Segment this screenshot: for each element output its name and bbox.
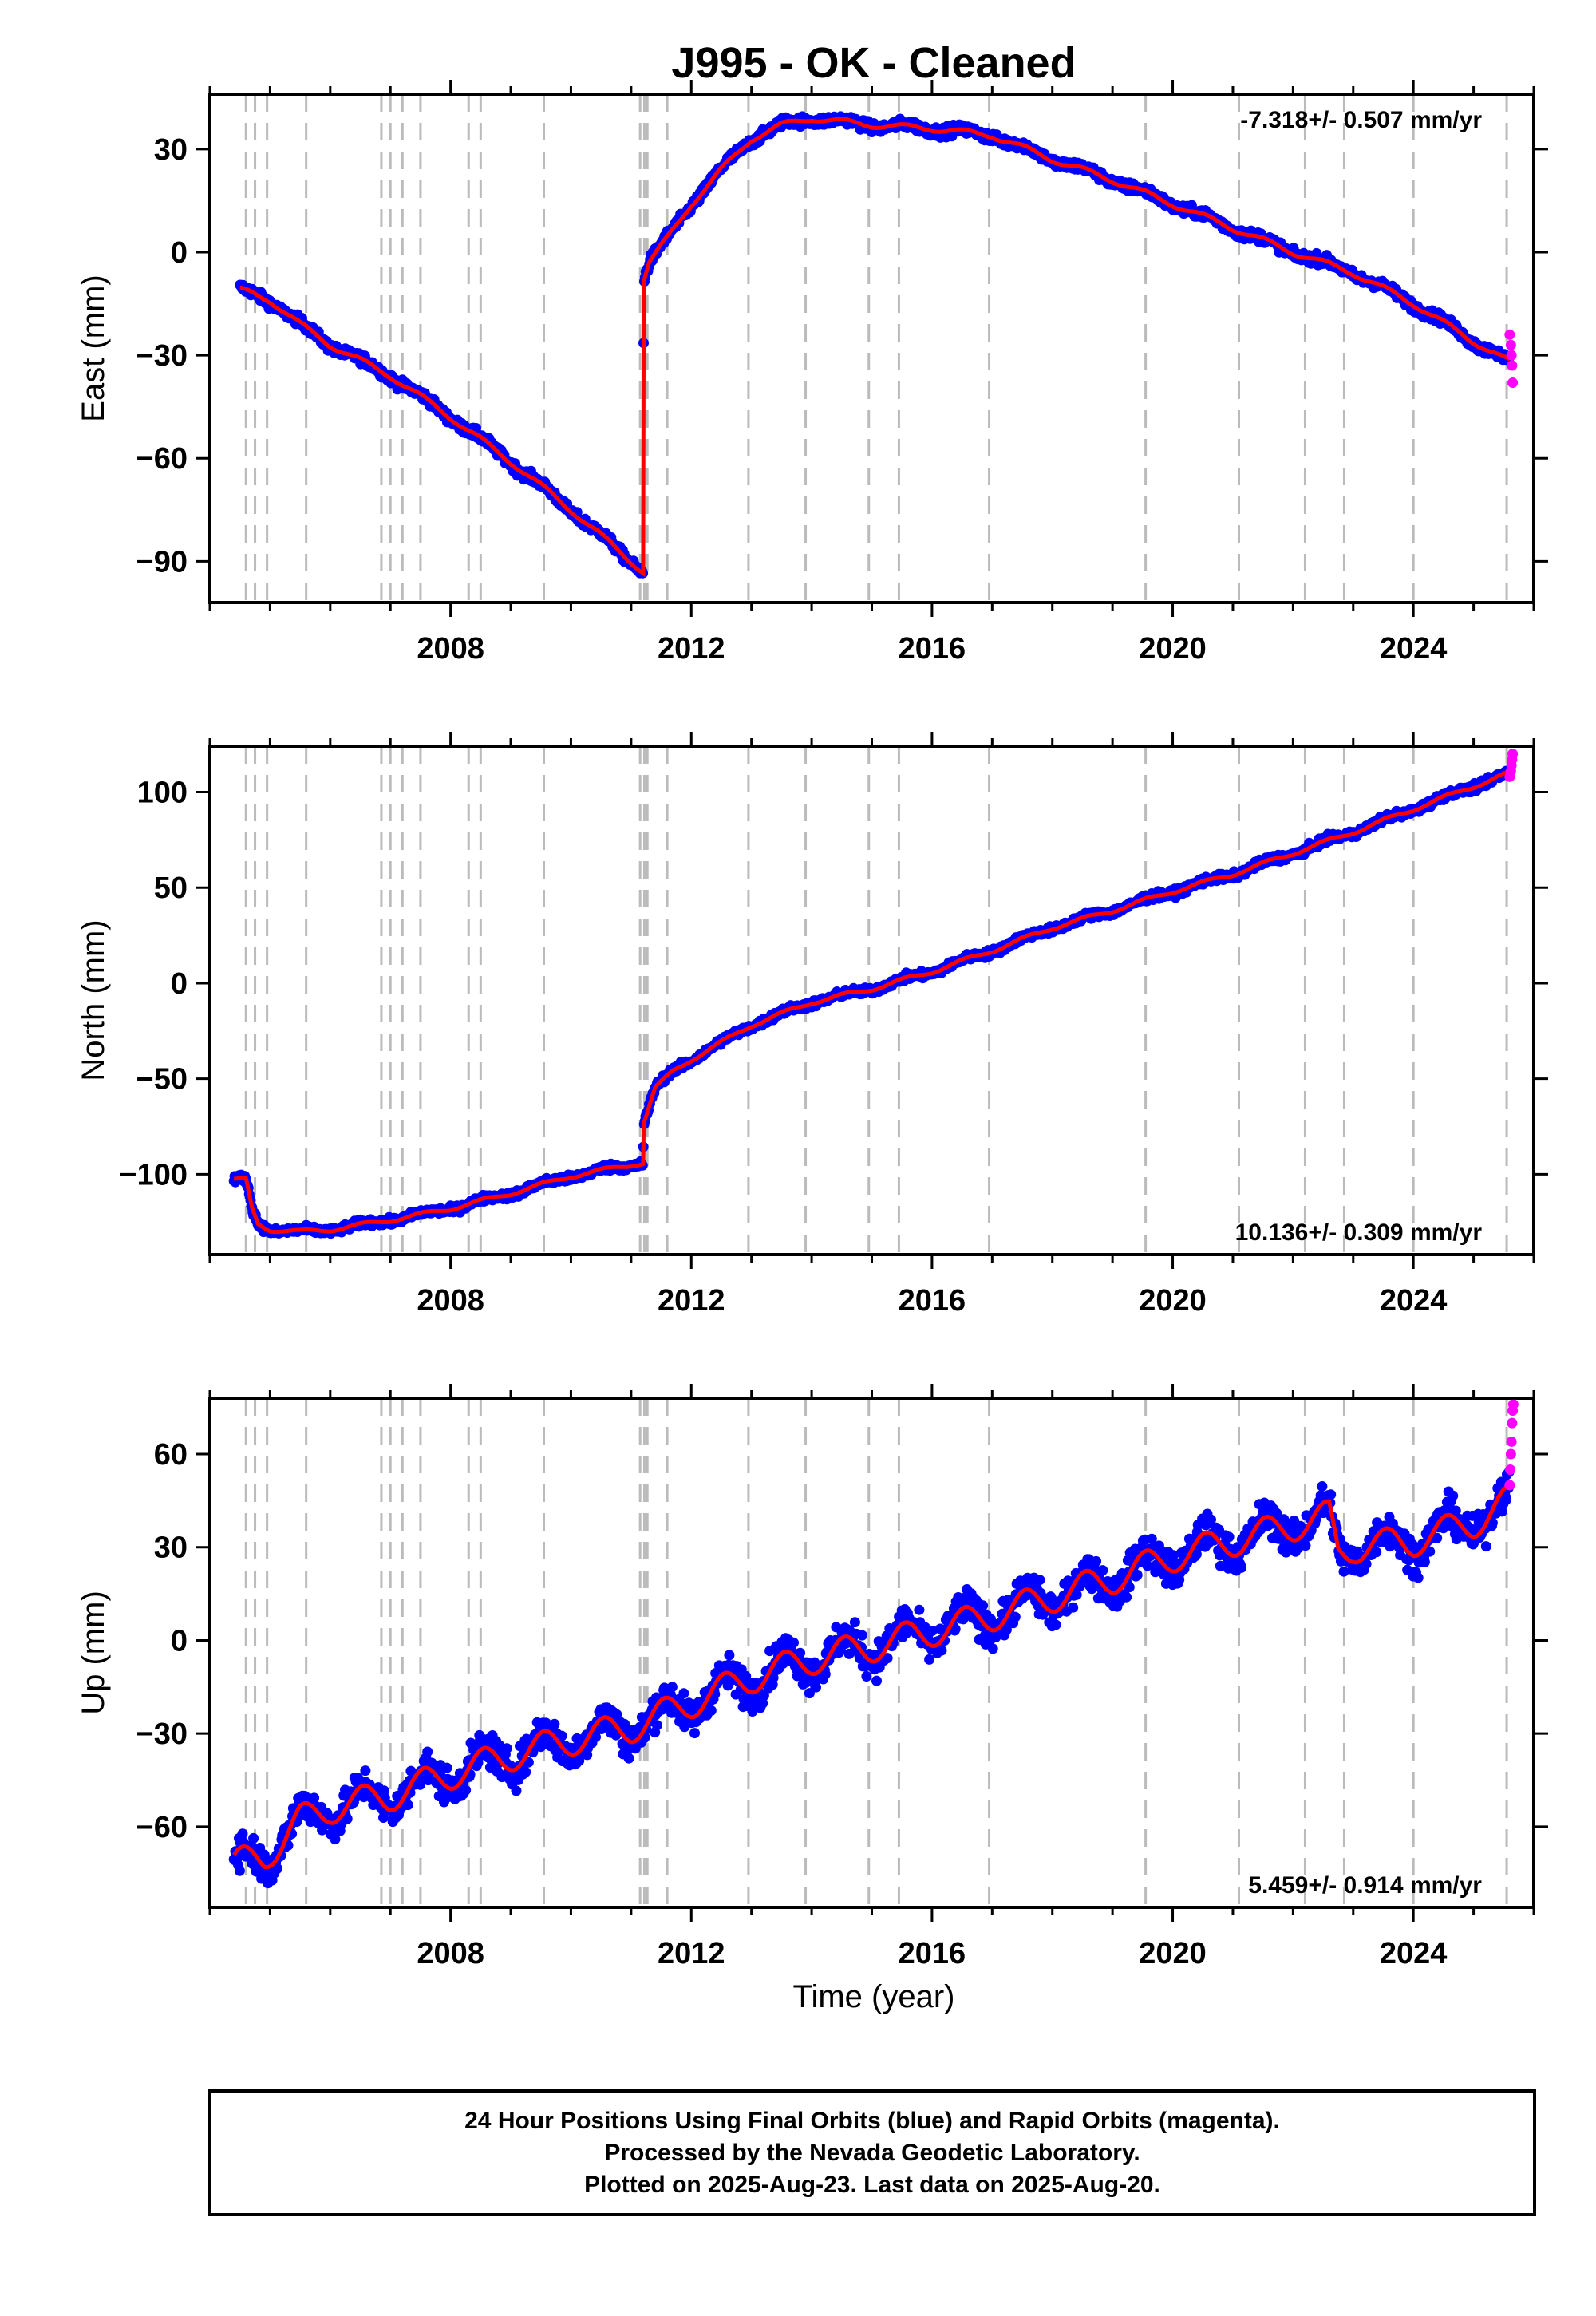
up-rapid-point — [1506, 1436, 1517, 1447]
east-rapid-point — [1504, 329, 1515, 340]
footer-line-3: Plotted on 2025-Aug-23. Last data on 202… — [584, 2172, 1160, 2198]
north-x-axis: 2008 2012 2016 2020 2024 — [208, 732, 1535, 1318]
up-y-axis: 60 30 0 −30 −60 — [136, 1438, 1548, 1844]
up-rapid-orbit-points — [1504, 1399, 1519, 1491]
north-y-axis: 100 50 0 −50 −100 — [119, 776, 1548, 1192]
east-y-tick-label: −60 — [136, 442, 188, 476]
east-x-tick-label: 2016 — [899, 632, 966, 666]
east-y-axis-label: East (mm) — [76, 275, 111, 421]
north-x-tick-label: 2024 — [1380, 1284, 1448, 1318]
east-rapid-point — [1505, 339, 1516, 350]
north-y-tick-label: 0 — [171, 967, 188, 1001]
footer-frame — [208, 2089, 1536, 2216]
east-rate-label: -7.318+/- 0.507 mm/yr — [1240, 107, 1482, 133]
east-y-tick-label: −30 — [136, 339, 188, 373]
up-final-orbit-points — [228, 1466, 1515, 1889]
east-x-tick-label: 2008 — [417, 632, 484, 666]
north-x-tick-label: 2008 — [417, 1284, 484, 1318]
east-rapid-point — [1506, 350, 1517, 361]
east-y-tick-label: −90 — [136, 545, 188, 579]
up-model-line — [232, 1484, 1511, 1870]
east-plot-frame — [208, 93, 1535, 604]
north-plot-frame — [208, 745, 1535, 1256]
up-rapid-point — [1505, 1448, 1516, 1460]
north-y-tick-label: 50 — [154, 871, 188, 905]
east-panel: 2008 2012 2016 2020 2024 30 0 −30 −60 −90 East (… — [76, 80, 1548, 666]
east-x-tick-label: 2020 — [1139, 632, 1207, 666]
up-rate-label: 5.459+/- 0.914 mm/yr — [1248, 1872, 1482, 1899]
north-y-tick-label: −50 — [136, 1063, 188, 1097]
east-rapid-orbit-points — [1504, 329, 1519, 389]
up-y-tick-label: −30 — [136, 1717, 188, 1751]
east-rapid-point — [1507, 377, 1519, 389]
north-rate-label: 10.136+/- 0.309 mm/yr — [1235, 1219, 1483, 1246]
up-x-tick-label: 2020 — [1139, 1937, 1207, 1970]
east-x-tick-label: 2024 — [1380, 632, 1448, 666]
north-panel: 2008 2012 2016 2020 2024 100 50 0 −50 −100 North… — [76, 732, 1548, 1318]
up-x-tick-label: 2012 — [658, 1937, 725, 1970]
east-y-axis: 30 0 −30 −60 −90 — [136, 133, 1548, 579]
east-y-tick-label: 0 — [171, 236, 188, 270]
up-x-tick-label: 2008 — [417, 1937, 484, 1970]
up-panel: 2008 2012 2016 2020 2024 60 30 0 −30 −60 Up (mm)… — [76, 1384, 1548, 1970]
x-axis-label: Time (year) — [793, 1979, 955, 2014]
north-model-line — [233, 769, 1511, 1235]
up-daily-positions — [228, 1466, 1515, 1889]
up-rapid-point — [1507, 1417, 1518, 1429]
east-x-axis: 2008 2012 2016 2020 2024 — [208, 80, 1535, 666]
up-rapid-point — [1505, 1464, 1516, 1475]
north-event-lines — [244, 746, 1508, 1255]
footer-line-2: Processed by the Nevada Geodetic Laborat… — [604, 2140, 1140, 2166]
east-y-tick-label: 30 — [154, 133, 188, 167]
north-rapid-orbit-points — [1504, 749, 1519, 782]
north-y-tick-label: 100 — [137, 776, 188, 809]
up-x-axis: 2008 2012 2016 2020 2024 — [208, 1384, 1535, 1970]
east-event-lines — [244, 94, 1508, 603]
up-rapid-point — [1507, 1399, 1519, 1410]
north-x-tick-label: 2016 — [899, 1284, 966, 1318]
east-rapid-point — [1507, 360, 1518, 371]
east-daily-positions — [235, 111, 1515, 579]
east-model-line — [239, 117, 1511, 578]
east-final-orbit-points — [235, 111, 1515, 579]
north-y-tick-label: −100 — [119, 1158, 188, 1192]
up-rapid-point — [1504, 1480, 1515, 1491]
chart-title: J995 - OK - Cleaned — [671, 39, 1076, 87]
up-y-tick-label: 60 — [154, 1438, 188, 1472]
up-y-tick-label: 0 — [171, 1624, 188, 1658]
footer-line-1: 24 Hour Positions Using Final Orbits (bl… — [464, 2108, 1280, 2134]
up-x-tick-label: 2016 — [899, 1937, 966, 1970]
north-x-tick-label: 2012 — [658, 1284, 725, 1318]
up-x-tick-label: 2024 — [1380, 1937, 1448, 1970]
north-x-tick-label: 2020 — [1139, 1284, 1207, 1318]
up-y-tick-label: 30 — [154, 1531, 188, 1565]
up-y-axis-label: Up (mm) — [76, 1591, 111, 1715]
footer-box: 24 Hour Positions Using Final Orbits (bl… — [208, 2089, 1536, 2216]
north-y-axis-label: North (mm) — [76, 919, 111, 1081]
east-x-tick-label: 2012 — [658, 632, 725, 666]
up-y-tick-label: −60 — [136, 1811, 188, 1844]
north-rapid-point — [1507, 749, 1519, 760]
